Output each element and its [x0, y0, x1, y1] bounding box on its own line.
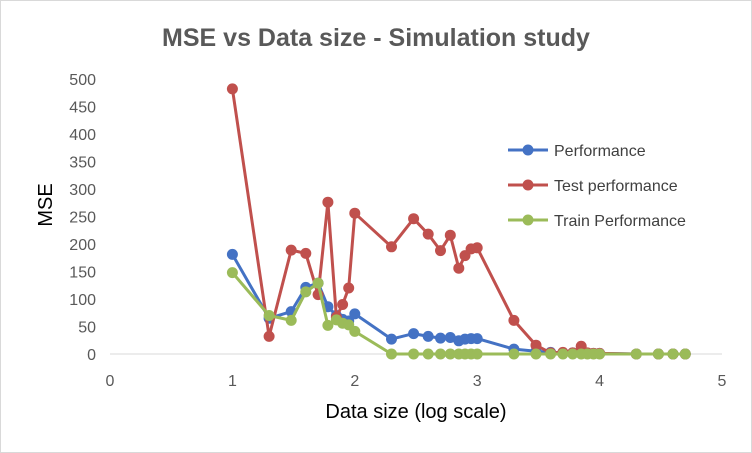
data-point: [300, 247, 312, 259]
data-point: [349, 308, 361, 320]
data-point: [343, 282, 355, 294]
y-tick-label: 500: [69, 72, 96, 89]
data-point: [444, 332, 456, 343]
legend: Performance Test performance Train Perform…: [508, 143, 686, 230]
data-point: [408, 348, 420, 360]
data-point: [508, 348, 520, 360]
y-tick-labels: 0 50 100 150 200 250 300 350 400 450 500: [69, 72, 96, 364]
x-tick-label: 1: [228, 373, 237, 390]
data-point: [337, 299, 349, 310]
y-tick-label: 150: [69, 265, 96, 282]
y-tick-label: 200: [69, 237, 96, 254]
data-point: [422, 330, 434, 342]
data-point: [312, 277, 324, 289]
data-point: [594, 348, 606, 360]
y-tick-label: 100: [69, 292, 96, 309]
data-point: [226, 83, 238, 95]
data-point: [444, 229, 456, 241]
legend-label: Performance: [554, 143, 646, 160]
series-layer: [226, 83, 691, 360]
x-tick-label: 5: [718, 373, 727, 390]
data-point: [300, 286, 312, 298]
x-tick-label: 4: [595, 373, 604, 390]
data-point: [667, 348, 679, 360]
y-tick-label: 350: [69, 155, 96, 172]
data-point: [630, 348, 642, 360]
data-point: [349, 325, 361, 337]
data-point: [386, 348, 397, 360]
data-point: [530, 339, 542, 351]
data-point: [386, 241, 397, 253]
data-point: [386, 333, 397, 345]
x-tick-label: 2: [350, 373, 359, 390]
data-point: [530, 348, 542, 360]
x-tick-label: 3: [473, 373, 482, 390]
data-point: [349, 207, 361, 219]
legend-marker: [522, 179, 534, 191]
data-point: [263, 330, 275, 342]
y-tick-label: 450: [69, 100, 96, 117]
legend-marker: [522, 144, 534, 156]
data-point: [508, 314, 520, 326]
data-point: [435, 348, 446, 360]
data-point: [435, 245, 446, 257]
y-tick-label: 300: [69, 182, 96, 199]
data-point: [557, 348, 569, 360]
data-point: [567, 348, 579, 360]
data-point: [471, 333, 483, 345]
x-axis-title: Data size (log scale): [325, 401, 506, 423]
data-point: [226, 248, 238, 260]
data-point: [471, 348, 483, 360]
data-point: [679, 348, 691, 360]
x-tick-label: 0: [106, 373, 115, 390]
y-axis-title: MSE: [35, 183, 57, 226]
data-point: [263, 310, 275, 321]
data-point: [652, 348, 664, 360]
data-point: [408, 328, 420, 340]
series-2: [226, 267, 691, 360]
data-point: [471, 242, 483, 254]
legend-label: Train Performance: [554, 213, 686, 230]
data-point: [226, 267, 238, 279]
data-point: [408, 213, 420, 225]
y-tick-label: 400: [69, 127, 96, 144]
data-point: [322, 196, 334, 208]
y-tick-label: 250: [69, 210, 96, 227]
data-point: [285, 244, 297, 256]
data-point: [545, 348, 557, 360]
legend-marker: [522, 214, 534, 226]
data-point: [422, 348, 434, 360]
y-tick-label: 50: [78, 320, 96, 337]
legend-label: Test performance: [554, 178, 678, 195]
data-point: [444, 348, 456, 360]
x-tick-labels: 0 1 2 3 4 5: [106, 373, 727, 390]
data-point: [322, 319, 334, 331]
data-point: [422, 228, 434, 240]
data-point: [435, 332, 446, 344]
data-point: [453, 262, 465, 274]
data-point: [285, 314, 297, 326]
y-tick-label: 0: [87, 347, 96, 364]
chart-title: MSE vs Data size - Simulation study: [162, 24, 590, 52]
